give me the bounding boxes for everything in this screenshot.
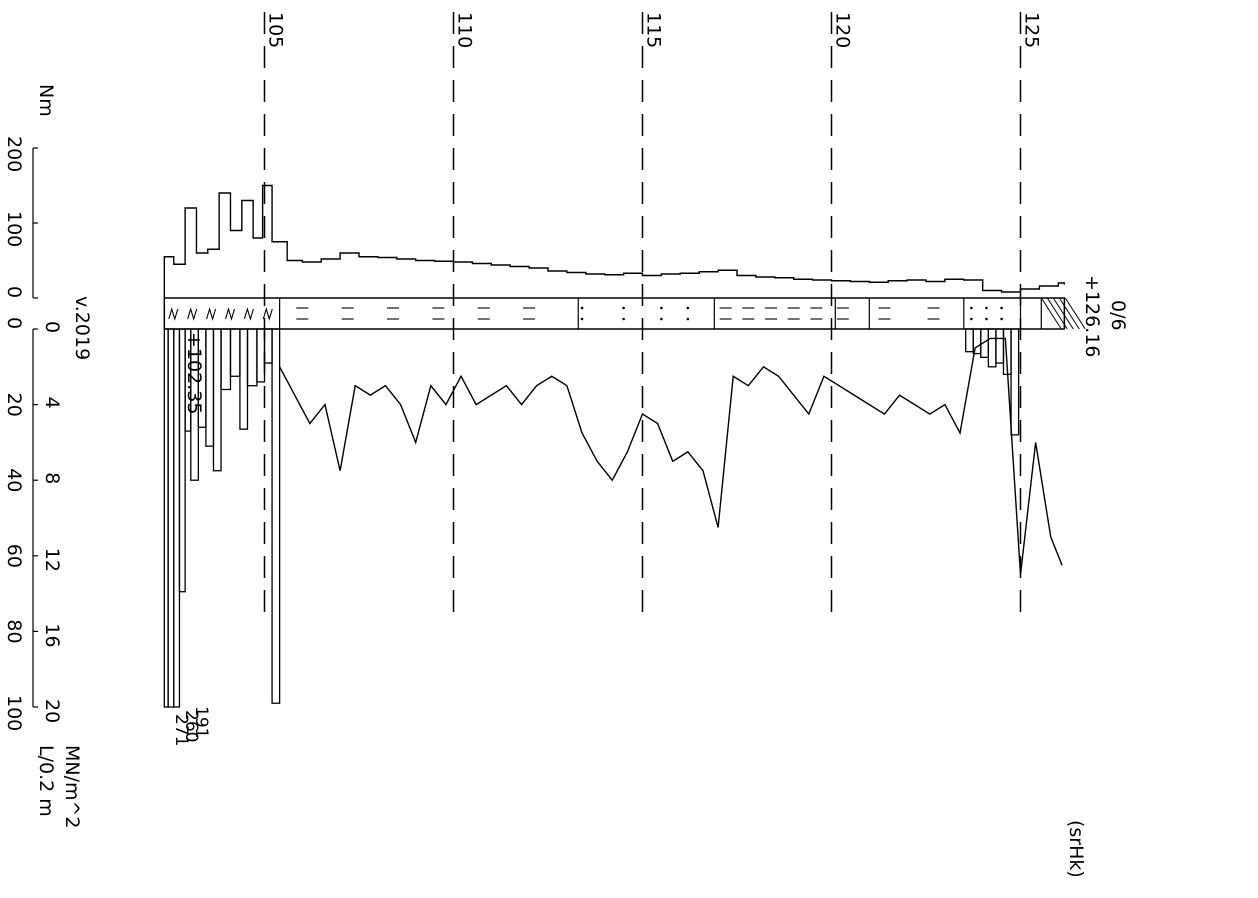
inner-tick-label-40: 40	[3, 468, 25, 492]
corner-label: v.2019	[71, 296, 93, 360]
strip-mark-dot	[1000, 317, 1003, 321]
strip-mark-dot	[580, 306, 584, 310]
x-tick-label-125: 125	[1021, 12, 1043, 48]
strip-mark-dot	[660, 317, 663, 321]
bottom-bar-1	[167, 328, 175, 708]
strip-mark-dot	[985, 306, 988, 310]
strip-mark-dot	[686, 306, 690, 310]
outer-tick-label-0: 0	[41, 321, 63, 333]
strip-mark-zig	[262, 307, 273, 321]
axis-outer-label: MN/m^2	[61, 745, 83, 829]
top-tick-label-0: 0	[3, 286, 25, 298]
bottom-bar-9	[220, 328, 232, 391]
strip-mark-dot	[580, 317, 584, 321]
bottom-bar-22	[1010, 328, 1020, 436]
top-tick-label-100: 100	[3, 211, 25, 247]
bottom-bar-3	[178, 328, 186, 593]
strip-box	[163, 297, 1066, 330]
outer-tick-label-8: 8	[41, 472, 63, 484]
top-tick-label-200: 200	[3, 136, 25, 172]
bottom-bar-8	[212, 328, 222, 472]
outer-tick-label-20: 20	[41, 699, 63, 723]
x-tick-label-110: 110	[454, 12, 476, 48]
strip-mark-dot	[622, 306, 625, 310]
strip-mark-zig	[187, 307, 198, 321]
inner-tick-label-60: 60	[3, 544, 25, 568]
bar-value-label-191: 191	[191, 706, 211, 738]
strip-hatch	[1064, 297, 1086, 330]
strip-mark-dot	[686, 317, 690, 321]
strip-mark-zig	[243, 307, 254, 321]
bar-value-label-260: 260	[181, 710, 201, 742]
strip-mark-zig	[206, 307, 217, 321]
bottom-bar-20	[995, 328, 1005, 364]
inner-tick-label-20: 20	[3, 393, 25, 417]
inner-tick-label-80: 80	[3, 619, 25, 643]
strip-mark-dot	[970, 306, 973, 310]
strip-hatch	[1046, 297, 1068, 330]
bar-value-label-271: 271	[171, 714, 191, 746]
strip-mark-dot	[622, 317, 625, 321]
strip-hatch	[1052, 297, 1074, 330]
bottom-bar-12	[246, 328, 258, 387]
x-tick-label-105: 105	[265, 12, 287, 48]
strip-mark-dot	[1000, 306, 1003, 310]
footer-label: (srHk)	[1065, 820, 1087, 878]
bottom-bar-19	[987, 328, 997, 368]
bottom-bar-14	[263, 328, 273, 364]
bottom-bar-10	[229, 328, 241, 377]
bottom-bar-7	[205, 328, 215, 447]
grid-lines: 105 110 115 120 125	[263, 12, 1043, 618]
axis-inner-label: L/0.2 m	[35, 745, 57, 817]
top-series-line	[163, 184, 1066, 298]
outer-tick-label-16: 16	[41, 623, 63, 647]
inner-tick-label-100: 100	[3, 695, 25, 731]
strip-hatch	[1058, 297, 1080, 330]
strip-mark-zig	[168, 307, 179, 321]
top-series	[163, 184, 1066, 298]
strip-mark-dot	[660, 306, 663, 310]
x-tick-label-120: 120	[832, 12, 854, 48]
bottom-bar-2	[173, 328, 181, 708]
inner-tick-label-0: 0	[3, 317, 25, 329]
strip-mark-zig	[224, 307, 236, 321]
bottom-series-line	[279, 337, 1063, 575]
bottom-bar-16	[965, 328, 974, 353]
left-axes: 0 0 4 20 8 40 12 60 16 80 20 100	[3, 317, 63, 731]
right-top-label: 0/6	[1107, 300, 1129, 331]
top-axis-unit: Nm	[35, 84, 57, 117]
outer-tick-label-4: 4	[41, 397, 63, 409]
top-axis: 0 100 200	[3, 136, 38, 299]
x-tick-label-115: 115	[643, 12, 665, 48]
left-label: +102.35	[183, 332, 205, 414]
strip-hatch	[1040, 297, 1062, 330]
bottom-bar-11	[239, 328, 249, 430]
strip	[163, 297, 1086, 330]
strip-mark-dot	[970, 317, 973, 321]
outer-tick-label-12: 12	[41, 548, 63, 572]
strip-mark-dot	[985, 317, 988, 321]
bottom-series	[279, 337, 1063, 575]
bottom-bar-15	[271, 328, 281, 704]
bottom-bar-13	[256, 328, 266, 383]
right-label: +126.16	[1081, 275, 1103, 357]
